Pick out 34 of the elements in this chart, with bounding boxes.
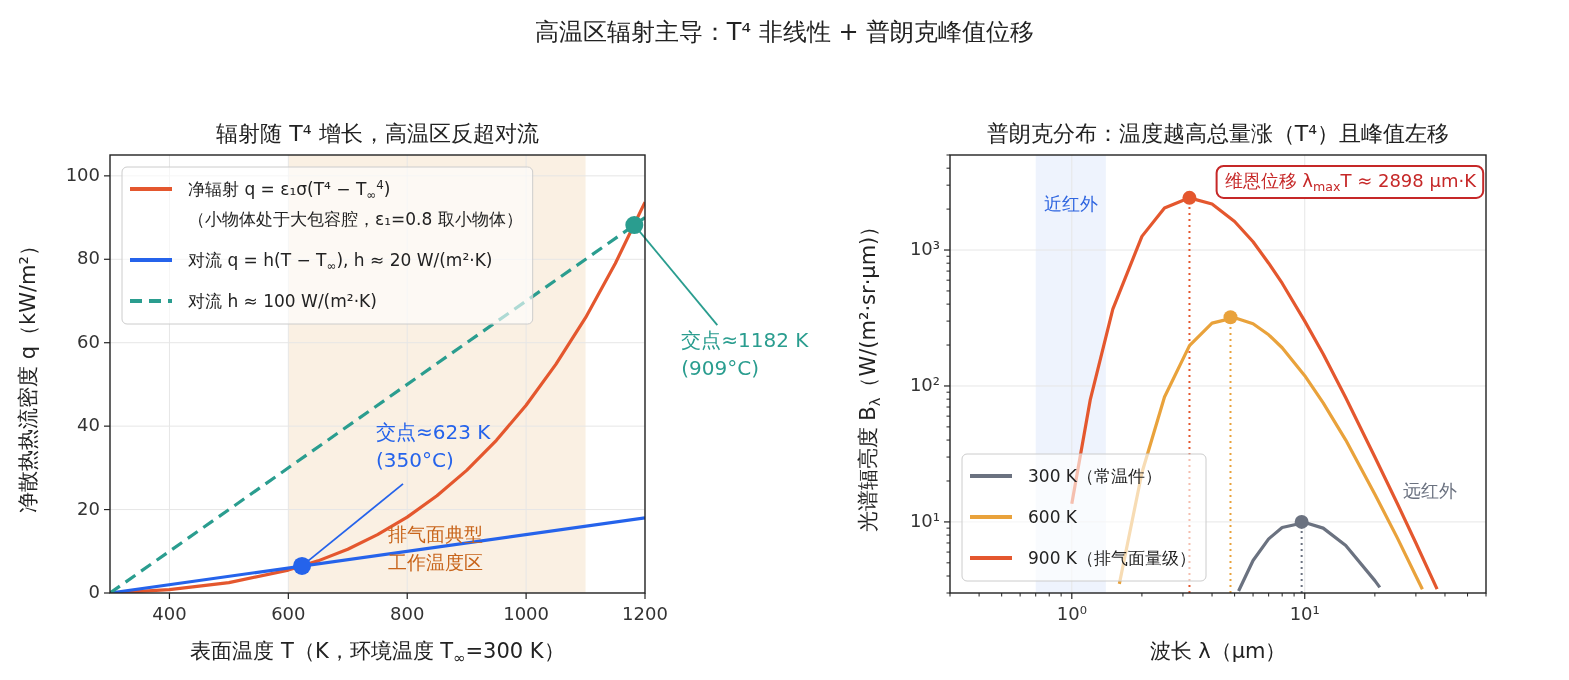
- y-tick-label: 10³: [909, 238, 940, 260]
- y-tick-label: 10¹: [909, 509, 940, 531]
- chart-title: 普朗克分布：温度越高总量涨（T⁴）且峰值左移: [986, 121, 1450, 146]
- legend-label: 净辐射 q = ε₁σ(T⁴ − T$_{∞}$$^{4}$) （小物体处于大包容腔，ε₁=0.8 取小物体）: [188, 177, 523, 229]
- y-axis-title: 净散热热流密度 q（kW/m²）: [16, 235, 40, 513]
- annotation: 交点≈1182 K (909°C): [681, 328, 810, 381]
- chart-title: 辐射随 T⁴ 增长，高温区反超对流: [216, 121, 539, 146]
- annotation: 维恩位移 λ$_{max}$T ≈ 2898 μm·K: [1224, 170, 1478, 194]
- x-tick-label: 1000: [503, 603, 550, 624]
- text: 高温区辐射主导：T⁴ 非线性 + 普朗克峰值位移: [534, 18, 1035, 46]
- band-label: 近红外: [1043, 193, 1098, 214]
- x-tick-label: 600: [271, 603, 306, 624]
- legend-label: 对流 h ≈ 100 W/(m²·K): [188, 291, 377, 311]
- x-axis-title: 表面温度 T（K，环境温度 T$_{∞}$=300 K）: [190, 639, 565, 666]
- legend-label: 600 K: [1028, 507, 1078, 527]
- annotation: 交点≈623 K (350°C): [376, 419, 492, 472]
- y-tick-label: 0: [88, 581, 100, 602]
- x-tick-label: 10¹: [1289, 603, 1320, 624]
- band-label: 排气面典型工作温度区: [388, 523, 484, 573]
- legend-label: 对流 q = h(T − T$_{∞}$), h ≈ 20 W/(m²·K): [188, 250, 493, 273]
- x-axis-title: 波长 λ（μm）: [1149, 639, 1287, 663]
- y-tick-label: 20: [77, 497, 100, 519]
- y-tick-label: 60: [77, 330, 100, 352]
- x-tick-label: 1200: [622, 603, 668, 624]
- y-tick-label: 80: [77, 247, 100, 269]
- y-tick-label: 40: [77, 414, 100, 436]
- legend-label: 900 K（排气面量级）: [1028, 548, 1196, 568]
- y-tick-label: 100: [65, 163, 100, 185]
- legend-label: 300 K（常温件）: [1028, 466, 1162, 486]
- annotation: 远红外: [1403, 480, 1457, 501]
- x-tick-label: 800: [390, 603, 425, 624]
- x-tick-label: 10⁰: [1056, 603, 1087, 624]
- y-tick-label: 10²: [909, 373, 940, 395]
- x-tick-label: 400: [152, 603, 187, 624]
